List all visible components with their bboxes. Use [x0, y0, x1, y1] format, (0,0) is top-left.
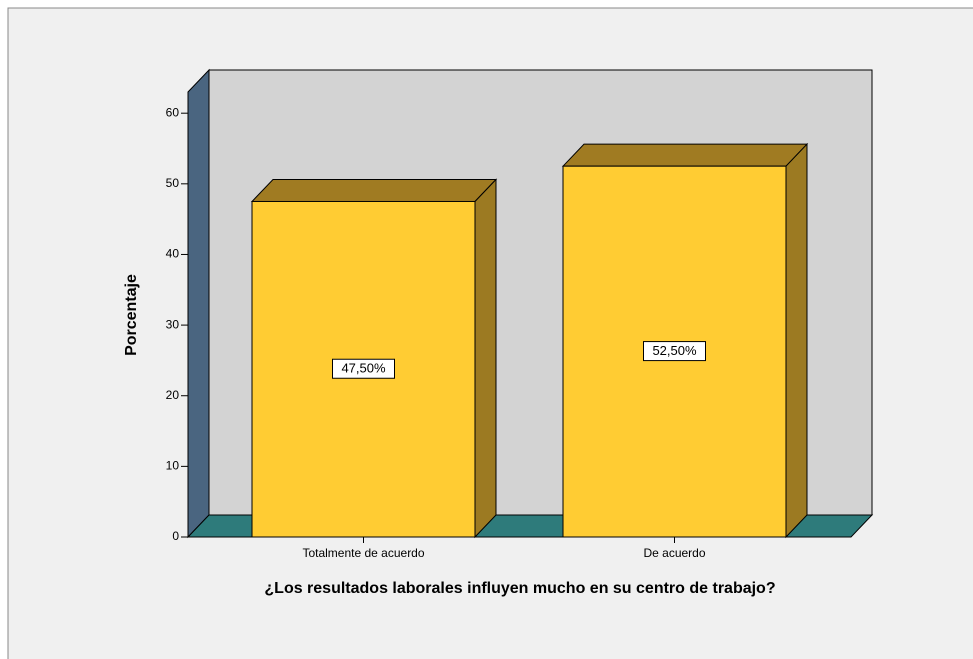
y-tick-label: 0 — [172, 529, 179, 543]
bar-side — [785, 142, 808, 539]
value-label: 52,50% — [652, 343, 697, 358]
y-tick-label: 40 — [166, 247, 180, 261]
x-tick-label: De acuerdo — [643, 546, 705, 560]
value-label: 47,50% — [341, 361, 386, 376]
value-label-box — [332, 358, 395, 379]
side-wall — [187, 68, 210, 539]
x-axis-label: ¿Los resultados laborales influyen mucho… — [264, 580, 776, 597]
bar-top — [250, 178, 498, 202]
x-tick-label: Totalmente de acuerdo — [302, 546, 424, 560]
y-tick-label: 50 — [166, 176, 180, 190]
y-tick-label: 30 — [166, 317, 180, 331]
bar-top — [561, 143, 809, 167]
bar-side — [474, 178, 497, 539]
y-tick-label: 60 — [166, 105, 180, 119]
y-axis-label: Porcentaje — [123, 274, 140, 356]
y-tick-label: 20 — [166, 388, 180, 402]
y-tick-label: 10 — [166, 459, 180, 473]
value-label-box — [643, 341, 706, 362]
